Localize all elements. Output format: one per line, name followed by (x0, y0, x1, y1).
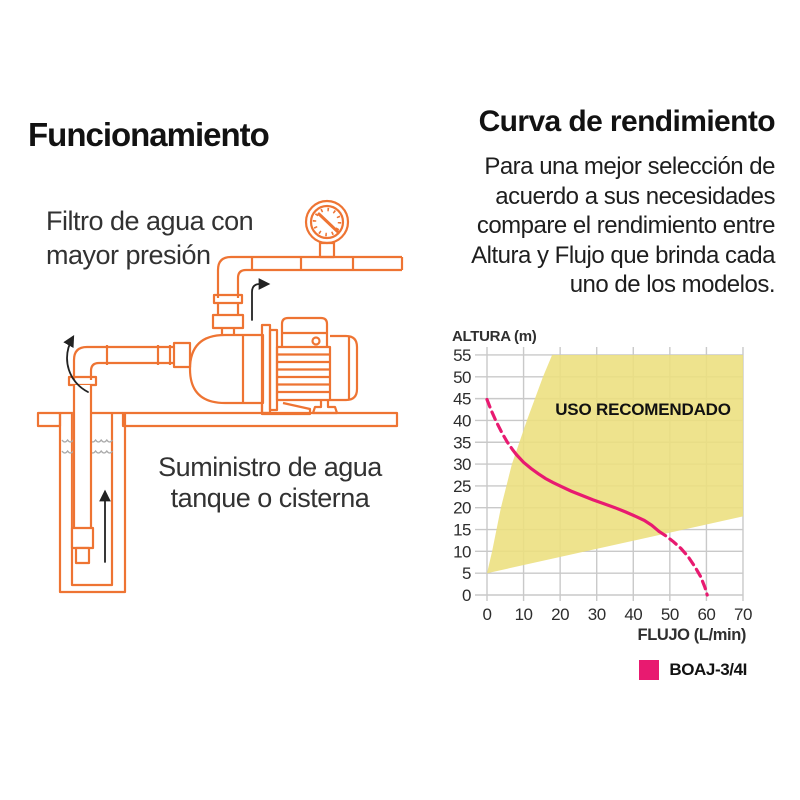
y-tick-label: 25 (453, 477, 471, 496)
paragraph-line: uno de los modelos. (569, 271, 776, 298)
y-tick-label: 10 (453, 542, 471, 561)
section-title-curva: Curva de rendimiento (478, 105, 776, 138)
jet-pump-icon (172, 316, 359, 416)
x-tick-label: 70 (734, 605, 752, 624)
performance-chart: 0 5 10 15 20 25 30 35 40 45 50 55 0 10 20 30 40 50 60 70 AL… (452, 328, 752, 644)
recommended-area-label: USO RECOMENDADO (555, 400, 731, 419)
flow-arrow-icon (251, 278, 271, 321)
diagram-label-filter: Filtro de agua con mayor presión (46, 204, 254, 272)
y-tick-label: 0 (462, 586, 471, 605)
x-tick-label: 30 (588, 605, 606, 624)
intro-paragraph: Para una mejor selección de acuerdo a su… (471, 152, 775, 300)
pump-diagram (36, 199, 404, 594)
flow-arrows (63, 278, 271, 563)
y-tick-label: 40 (453, 411, 471, 430)
paragraph-line: Para una mejor selección de (484, 153, 775, 180)
diagram-label-supply: Suministro de agua tanque o cisterna (150, 452, 390, 514)
performance-curve-solid (514, 452, 661, 533)
legend-swatch (639, 660, 660, 680)
x-tick-label: 40 (624, 605, 642, 624)
y-tick-label: 5 (462, 564, 471, 583)
discharge-pipe (211, 255, 404, 335)
suction-pipe-drop-lines (72, 385, 93, 528)
chart-plot-area: 0 5 10 15 20 25 30 35 40 45 50 55 0 10 20 30 40 50 60 70 (453, 346, 752, 624)
suction-pipe (67, 345, 174, 387)
x-tick-label: 0 (483, 605, 492, 624)
legend-label: BOAJ-3/4I (669, 660, 747, 679)
diagram-label-filter-line1: Filtro de agua con (46, 206, 254, 236)
paragraph-line: Altura y Flujo que brinda cada (471, 241, 775, 269)
x-axis-label: FLUJO (L/min) (638, 626, 746, 644)
performance-curve-dashed (485, 397, 518, 457)
x-tick-label: 10 (515, 605, 533, 624)
y-tick-label: 30 (453, 455, 471, 474)
diagram-label-filter-line2: mayor presión (46, 240, 211, 270)
section-title-funcionamiento: Funcionamiento (28, 116, 270, 153)
performance-curve-dashed (657, 529, 709, 597)
y-tick-label: 20 (453, 499, 471, 518)
x-tick-label: 20 (551, 605, 569, 624)
x-tick-label: 60 (697, 605, 715, 624)
y-tick-label: 55 (453, 346, 471, 365)
paragraph-line: acuerdo a sus necesidades (495, 182, 775, 210)
x-tick-label: 50 (661, 605, 679, 624)
flow-arrow-icon (63, 334, 89, 393)
well-cistern-icon (58, 413, 127, 594)
chart-legend: BOAJ-3/4I (639, 660, 747, 680)
diagram-label-supply-line1: Suministro de agua (158, 452, 382, 482)
paragraph-line: compare el rendimiento entre (476, 212, 776, 239)
pressure-gauge-icon (304, 199, 350, 259)
y-axis-label: ALTURA (m) (452, 328, 537, 345)
foot-valve-icon (70, 526, 95, 565)
suction-pipe-drop (72, 385, 91, 530)
y-tick-label: 35 (453, 433, 471, 452)
y-tick-label: 50 (453, 368, 471, 387)
diagram-label-supply-line2: tanque o cisterna (170, 483, 370, 513)
y-tick-label: 15 (453, 521, 471, 540)
y-tick-label: 45 (453, 390, 471, 409)
recommended-use-area (487, 355, 743, 574)
